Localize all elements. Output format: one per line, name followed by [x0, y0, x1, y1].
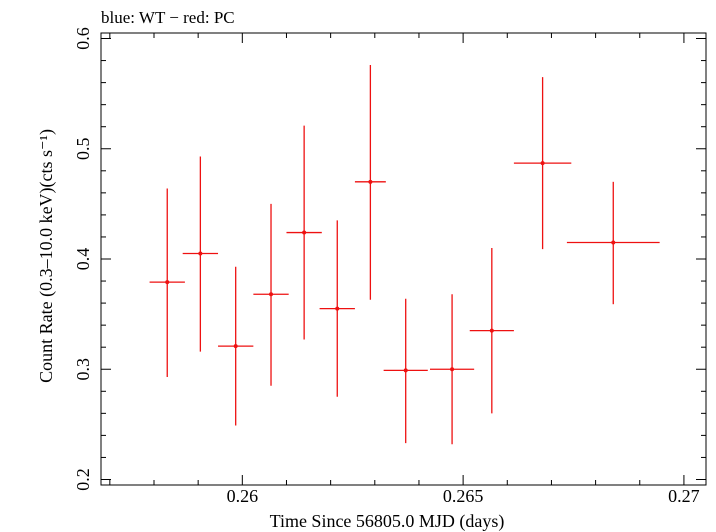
- point-marker: [233, 344, 238, 349]
- x-tick-label: 0.27: [668, 486, 700, 506]
- axis-tick-labels: 0.26 0.265 0.27 0.2 0.3 0.4 0.5 0.6: [73, 27, 700, 506]
- y-tick-label: 0.4: [73, 248, 93, 271]
- data-point: [182, 156, 219, 352]
- point-marker: [489, 328, 494, 333]
- data-point: [469, 247, 514, 414]
- point-marker: [403, 368, 408, 373]
- x-axis-label: Time Since 56805.0 MJD (days): [270, 511, 505, 532]
- point-marker: [198, 251, 203, 256]
- data-point: [383, 298, 428, 444]
- data-series: [149, 64, 660, 445]
- y-tick-label: 0.5: [73, 138, 93, 161]
- point-marker: [368, 179, 373, 184]
- x-tick-label: 0.265: [443, 486, 484, 506]
- data-point: [319, 220, 355, 397]
- point-marker: [302, 230, 307, 235]
- data-point: [218, 266, 254, 426]
- data-point: [513, 77, 572, 250]
- point-marker: [540, 161, 545, 166]
- axis-ticks: [101, 33, 706, 485]
- data-point: [149, 188, 185, 377]
- y-tick-label: 0.6: [73, 27, 93, 50]
- plot-frame: [100, 32, 707, 486]
- point-marker: [335, 306, 340, 311]
- y-tick-label: 0.2: [73, 468, 93, 491]
- data-point: [253, 203, 289, 386]
- point-marker: [269, 292, 274, 297]
- data-point: [566, 181, 660, 305]
- data-point: [354, 64, 386, 300]
- y-axis-label: Count Rate (0.3–10.0 keV)(cts s⁻¹): [36, 129, 57, 383]
- data-point: [429, 294, 475, 445]
- y-tick-label: 0.3: [73, 358, 93, 381]
- chart-title: blue: WT − red: PC: [101, 8, 235, 27]
- point-marker: [165, 280, 170, 285]
- point-marker: [611, 240, 616, 245]
- x-tick-label: 0.26: [227, 486, 259, 506]
- data-point: [286, 125, 322, 340]
- point-marker: [450, 367, 455, 372]
